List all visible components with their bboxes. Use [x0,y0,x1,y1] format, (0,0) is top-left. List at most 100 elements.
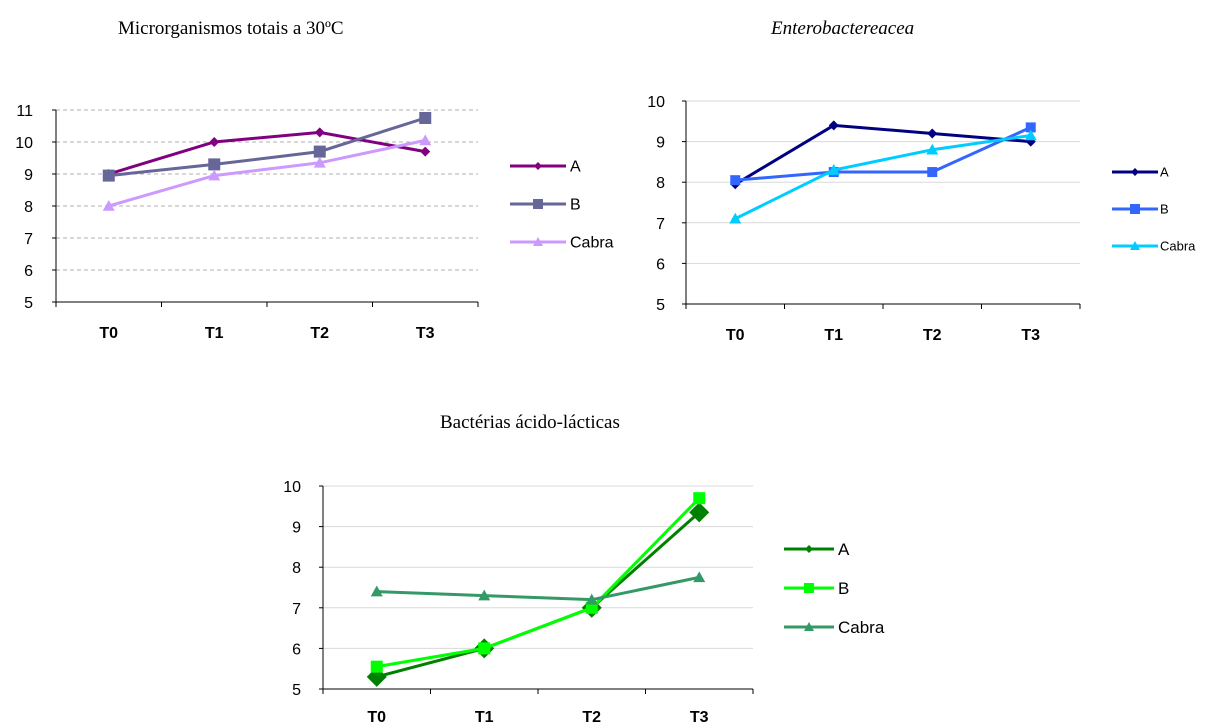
legend-marker [534,162,542,170]
y-tick-label: 5 [24,295,33,312]
data-point [419,112,432,124]
series-cabra [370,571,706,605]
legend-label: A [1160,165,1169,180]
data-point [1024,129,1037,141]
legend-entry-b: B [510,197,581,214]
series-line [734,123,1031,186]
legend-label: Cabra [838,618,885,637]
legend-label: A [838,540,850,559]
data-point [689,502,710,523]
y-tick-label: 10 [647,94,665,111]
series-line [734,134,1031,221]
x-tick-label: T2 [310,325,329,342]
x-tick-label: T3 [690,709,709,726]
series-line [108,116,426,178]
data-point [208,158,221,171]
series-line [108,130,426,176]
legend-label: Cabra [1160,239,1196,254]
series-line [735,126,1032,182]
legend-entry-cabra: Cabra [1112,239,1196,254]
data-point [927,128,938,139]
legend-entry-b: B [784,579,849,598]
x-tick-label: T2 [923,327,942,344]
data-point [693,571,706,583]
legend-marker [1130,204,1140,214]
y-tick-label: 5 [292,682,301,699]
x-tick-label: T1 [824,327,843,344]
y-tick-label: 6 [292,641,301,658]
x-tick-label: T0 [726,327,745,344]
legend-label: Cabra [570,235,614,252]
y-tick-label: 7 [24,231,33,248]
x-tick-label: T1 [205,325,224,342]
y-tick-label: 5 [656,297,665,314]
data-point [927,167,938,178]
y-tick-label: 9 [292,520,301,537]
x-tick-label: T0 [99,325,118,342]
legend-label: B [838,579,849,598]
legend-entry-b: B [1112,202,1169,217]
series-cabra [102,134,432,211]
chart-3-title: Bactérias ácido-lácticas [440,412,620,433]
data-point [926,143,939,155]
data-point [585,601,598,614]
x-tick-label: T1 [475,709,494,726]
y-tick-label: 8 [292,560,301,577]
y-tick-label: 6 [24,263,33,280]
chart-1-title: Microrganismos totais a 30ºC [118,18,344,39]
data-point [828,120,839,131]
x-tick-label: T3 [416,325,435,342]
legend-label: B [570,197,581,214]
x-tick-label: T2 [582,709,601,726]
legend-label: B [1160,202,1169,217]
data-point [102,169,115,182]
data-point [208,169,221,181]
legend-marker [533,237,543,246]
legend-entry-a: A [510,159,581,176]
series-b [370,492,706,673]
data-point [478,642,491,655]
y-tick-label: 9 [656,135,665,152]
legend-entry-a: A [784,540,850,559]
data-point [585,593,598,605]
series-line [376,497,701,669]
chart-2-title: Enterobactereacea [771,18,915,39]
series-line [376,575,700,602]
x-tick-label: T3 [1021,327,1040,344]
y-tick-label: 10 [15,135,33,152]
legend-entry-a: A [1112,165,1169,180]
data-point [419,134,432,146]
data-point [370,660,383,673]
y-tick-label: 8 [24,199,33,216]
y-tick-label: 9 [24,167,33,184]
y-tick-label: 8 [656,175,665,192]
legend-marker [1131,168,1139,176]
legend-label: A [570,159,581,176]
legend-marker [805,545,813,553]
legend-marker [804,622,814,631]
data-point [314,127,325,138]
data-point [313,156,326,168]
data-point [478,589,491,601]
series-b [102,112,432,182]
series-a [730,120,1036,190]
legend-marker [804,583,814,593]
data-point [730,175,741,186]
legend-marker [533,199,543,209]
x-tick-label: T0 [367,709,386,726]
y-tick-label: 11 [16,103,33,120]
data-point [370,585,383,597]
legend-marker [1130,241,1140,250]
legend-entry-cabra: Cabra [784,618,885,637]
data-point [693,492,706,505]
data-point [420,146,431,157]
data-point [729,212,742,224]
data-point [102,200,115,211]
data-point [209,137,220,147]
y-tick-label: 6 [656,256,665,273]
series-cabra [729,129,1037,224]
data-point [1025,122,1036,133]
